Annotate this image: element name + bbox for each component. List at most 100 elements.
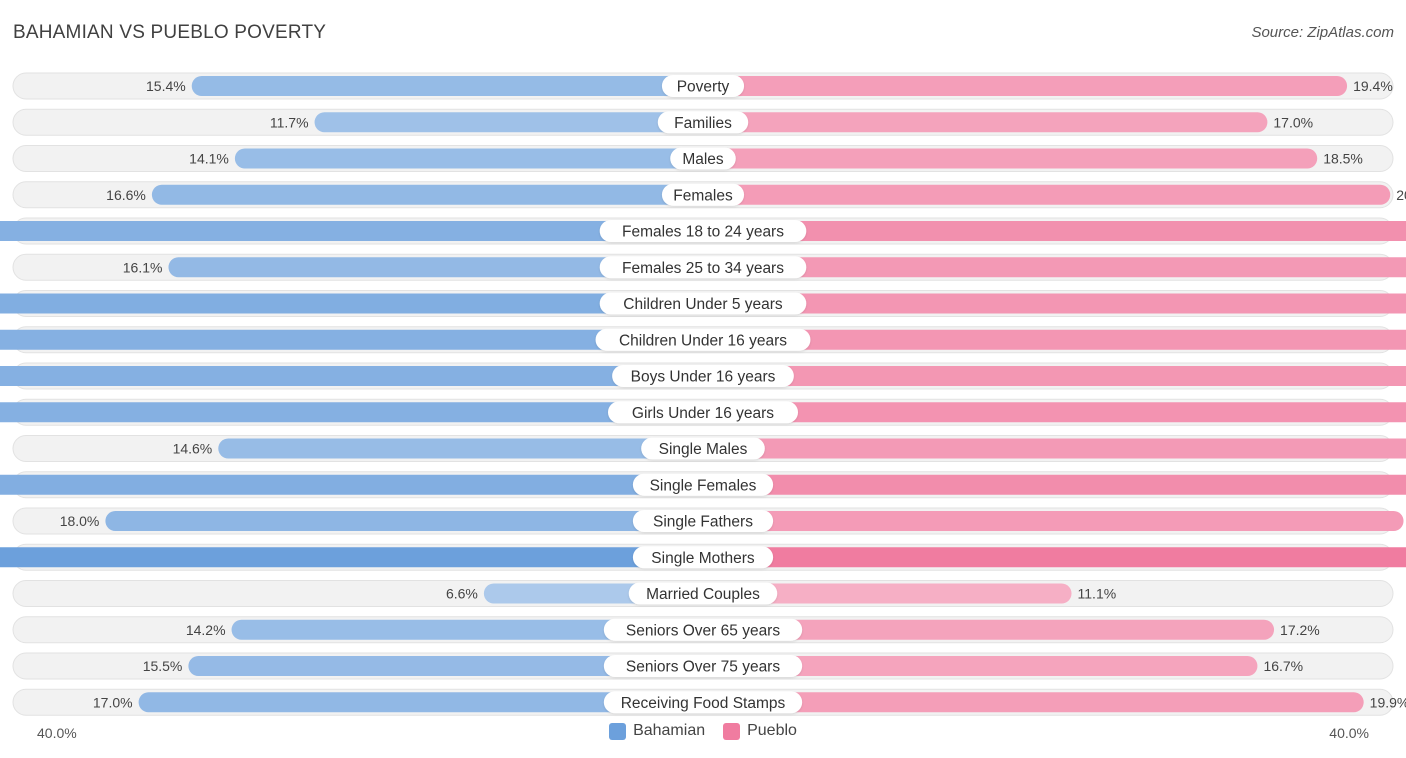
bar-pueblo [693,329,1406,350]
row-females: 16.6% 20.7% Females [12,181,1406,209]
value-label-pueblo: 19.4% [1353,78,1393,94]
bar-pueblo [693,293,1406,314]
row-married-couples: 6.6% 11.1% Married Couples [12,580,1394,607]
row-females-25-to-34-years: 16.1%22.2%Females 25 to 34 years [12,253,1406,281]
bar-bahamian [218,438,713,459]
bar-pueblo [693,184,1391,205]
category-label: Single Fathers [653,514,753,531]
bar-pueblo [693,402,1406,423]
bar-bahamian [0,402,713,423]
category-label: Males [682,151,724,168]
category-pill [599,292,807,315]
category-label: Single Mothers [651,550,755,567]
category-label: Poverty [677,79,730,96]
bar-pueblo [693,547,1406,568]
category-pill [632,546,774,569]
bar-bahamian [0,547,713,568]
bar-bahamian [138,692,714,713]
value-label-bahamian: 16.1% [123,259,163,275]
row-seniors-over-65-years: 14.2% 17.2% Seniors Over 65 years [12,616,1394,644]
category-label: Single Females [650,477,757,494]
bar-bahamian [0,221,713,241]
category-pill [661,75,745,97]
value-label-pueblo: 17.0% [1273,114,1313,130]
bar-bahamian [188,656,713,676]
bar-pueblo [693,511,1404,531]
category-pill [599,256,807,279]
bar-bahamian [168,257,714,278]
category-pill [603,618,803,641]
bar-pueblo [693,366,1406,386]
category-label: Children Under 5 years [623,296,783,313]
bar-pueblo [693,148,1318,169]
bar-pueblo [693,692,1364,713]
bar-bahamian [234,148,713,169]
category-pill [603,655,803,677]
value-label-pueblo: 18.5% [1323,151,1363,167]
category-label: Seniors Over 75 years [626,659,780,676]
bar-pueblo [693,438,1406,459]
legend-item-bahamian[interactable]: Bahamian [609,722,705,740]
value-label-bahamian: 15.5% [143,658,183,674]
value-label-pueblo: 17.2% [1280,622,1320,638]
category-pill [603,691,803,714]
row-seniors-over-75-years: 15.5% 16.7% Seniors Over 75 years [12,652,1394,680]
bar-pueblo [693,474,1406,495]
legend-item-pueblo[interactable]: Pueblo [723,722,797,740]
category-label: Receiving Food Stamps [621,695,786,712]
value-label-bahamian: 6.6% [446,586,478,602]
value-label-bahamian: 15.4% [146,78,186,94]
row-families: 11.7% 17.0% Families [12,108,1394,136]
axis-min-label: 40.0% [37,725,77,741]
value-label-bahamian: 18.0% [60,513,100,529]
category-label: Seniors Over 65 years [626,622,780,639]
category-label: Females 25 to 34 years [622,260,784,277]
value-label-pueblo: 16.7% [1263,658,1303,674]
row-single-mothers: 31.3%37.2%Single Mothers [0,543,1406,571]
legend-swatch-pueblo [723,722,741,740]
axis-max-label: 40.0% [1329,725,1369,741]
bar-bahamian [231,619,713,640]
value-label-pueblo: 11.1% [1078,586,1117,602]
category-pill [657,111,749,134]
value-label-bahamian: 14.6% [173,441,213,457]
legend-swatch-bahamian [609,722,627,740]
bar-bahamian [0,366,713,386]
category-label: Females 18 to 24 years [622,224,784,241]
category-label: Females [673,187,733,204]
category-pill [632,510,774,532]
value-label-pueblo: 20.7% [1396,187,1406,203]
row-girls-under-16-years: 21.5%25.2%Girls Under 16 years [0,398,1406,426]
category-label: Children Under 16 years [619,332,787,349]
row-single-fathers: 18.0%21.1%Single Fathers [12,507,1404,535]
value-label-bahamian: 14.1% [189,151,229,167]
row-receiving-food-stamps: 17.0% 19.9% Receiving Food Stamps [12,688,1406,716]
value-label-bahamian: 14.2% [186,622,226,638]
row-females-18-to-24-years: 21.8%26.9%Females 18 to 24 years [0,217,1406,245]
row-poverty: 15.4% 19.4% Poverty [12,72,1394,100]
row-single-females: 22.7%28.6%Single Females [0,471,1406,499]
category-label: Single Males [659,441,748,458]
bar-bahamian [191,76,714,96]
category-pill [670,147,736,170]
value-label-bahamian: 17.0% [93,694,133,710]
row-children-under-16-years: 21.5%23.9%Children Under 16 years [0,326,1406,354]
bar-pueblo [693,583,1072,604]
category-pill [608,401,798,424]
value-label-pueblo: 19.9% [1370,694,1406,710]
bar-bahamian [151,184,713,205]
category-label: Married Couples [646,586,760,603]
bar-pueblo [693,656,1258,676]
category-pill [595,328,811,351]
legend-label-bahamian: Bahamian [633,722,706,739]
row-males: 14.1% 18.5% Males [12,145,1394,172]
row-boys-under-16-years: 21.6%23.5%Boys Under 16 years [0,362,1406,390]
category-pill [632,473,774,496]
category-pill [628,582,778,605]
bar-bahamian [0,293,713,314]
bar-bahamian [105,511,713,531]
category-pill [661,183,745,206]
value-label-bahamian: 11.7% [270,114,309,130]
bar-pueblo [693,112,1268,133]
